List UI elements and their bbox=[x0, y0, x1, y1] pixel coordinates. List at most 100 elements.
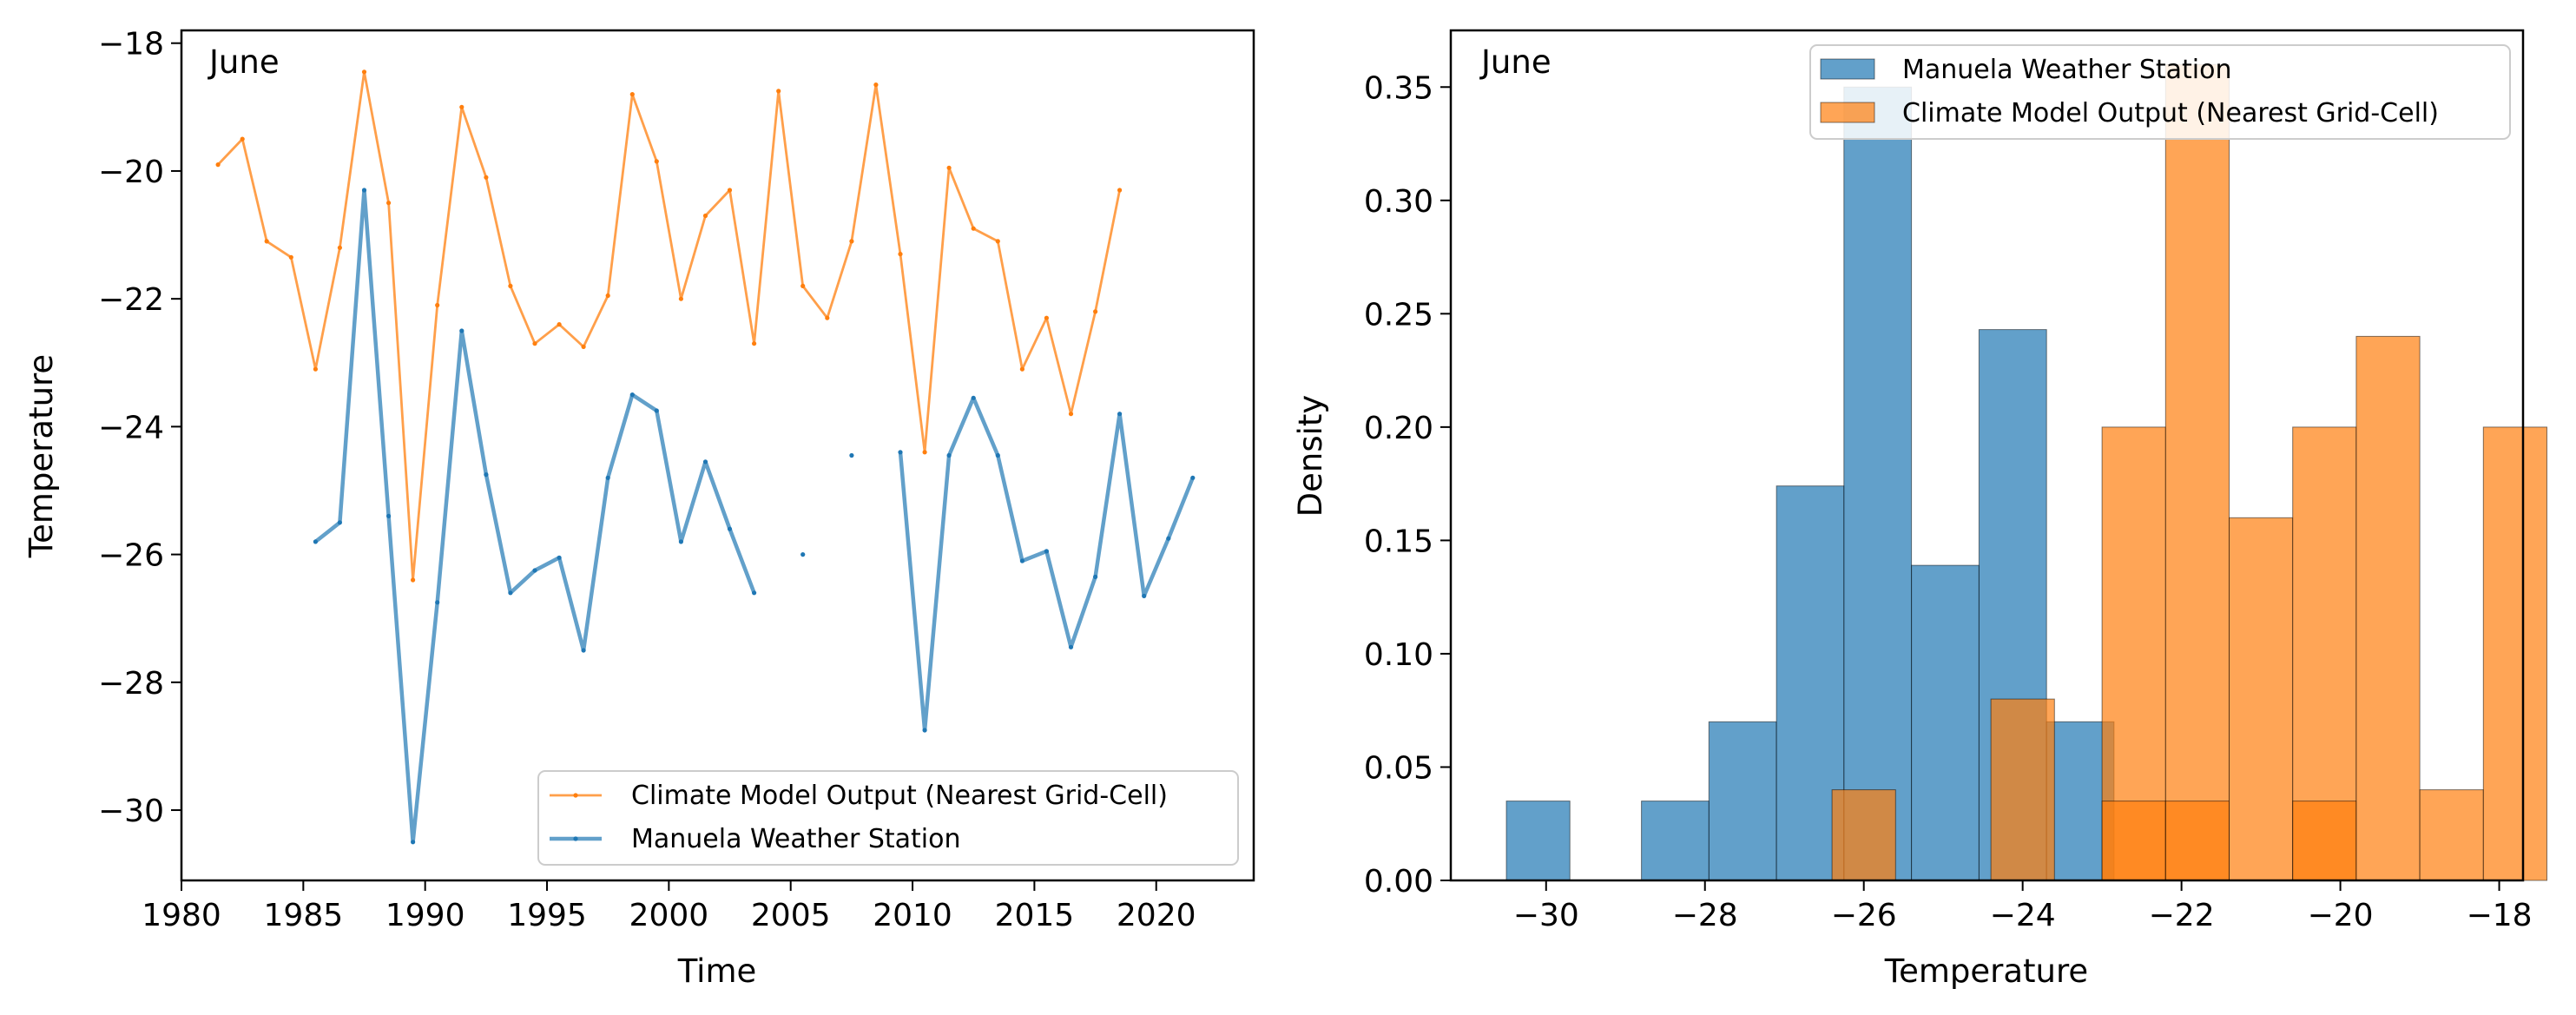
legend-model-label: Climate Model Output (Nearest Grid-Cell) bbox=[631, 781, 1168, 811]
station-data-point bbox=[386, 513, 392, 519]
model-data-point bbox=[654, 159, 659, 164]
model-data-point bbox=[825, 315, 830, 320]
station-histogram-bar bbox=[1641, 801, 1710, 881]
right-y-tick-label: 0.30 bbox=[1364, 184, 1433, 220]
station-data-point bbox=[361, 188, 367, 193]
right-y-tick-label: 0.25 bbox=[1364, 297, 1433, 333]
model-data-point bbox=[1019, 366, 1024, 372]
station-data-point bbox=[435, 600, 440, 605]
right-y-tick-label: 0.10 bbox=[1364, 637, 1433, 673]
right-y-ticks: 0.00 0.05 0.10 0.15 0.20 0.25 0.30 0.35 bbox=[1364, 70, 1451, 900]
station-data-point bbox=[995, 452, 1000, 458]
left-x-tick-label: 1990 bbox=[385, 898, 465, 933]
station-data-point bbox=[629, 392, 635, 398]
legend-model-patch bbox=[1820, 102, 1875, 123]
left-x-tick-label: 1995 bbox=[507, 898, 587, 933]
left-y-tick-label: −18 bbox=[98, 27, 164, 63]
right-y-tick-label: 0.20 bbox=[1364, 411, 1433, 446]
model-data-point bbox=[605, 293, 610, 299]
station-data-point bbox=[1190, 475, 1196, 480]
legend-station-patch bbox=[1820, 58, 1875, 80]
left-x-tick-label: 2020 bbox=[1117, 898, 1196, 933]
right-x-ticks: −30 −28 −26 −24 −22 −20 −18 bbox=[1513, 880, 2533, 933]
station-data-point bbox=[508, 590, 513, 596]
station-data-point bbox=[1117, 412, 1123, 417]
right-legend: Manuela Weather Station Climate Model Ou… bbox=[1809, 44, 2511, 140]
station-data-point bbox=[557, 555, 562, 560]
station-data-point bbox=[1093, 574, 1098, 580]
model-data-point bbox=[629, 92, 635, 97]
model-data-point bbox=[1093, 309, 1098, 314]
right-x-tick-label: −30 bbox=[1513, 898, 1579, 933]
model-data-point bbox=[873, 82, 879, 88]
model-data-point bbox=[1117, 188, 1123, 193]
right-y-tick-label: 0.15 bbox=[1364, 524, 1433, 559]
legend-station-label: Manuela Weather Station bbox=[631, 824, 961, 854]
model-data-point bbox=[215, 162, 221, 168]
model-data-point bbox=[1044, 315, 1049, 320]
model-data-point bbox=[752, 341, 757, 346]
station-data-point bbox=[800, 552, 806, 557]
left-x-ticks: 1980 1985 1990 1995 2000 2005 2010 2015 2020 bbox=[142, 880, 1196, 933]
station-data-point bbox=[459, 328, 464, 333]
left-x-tick-label: 2015 bbox=[995, 898, 1075, 933]
left-x-tick-label: 2000 bbox=[629, 898, 709, 933]
station-data-point bbox=[1068, 644, 1074, 649]
left-x-tick-label: 2005 bbox=[751, 898, 831, 933]
legend-model-hist-label: Climate Model Output (Nearest Grid-Cell) bbox=[1902, 98, 2439, 129]
station-data-point bbox=[654, 408, 659, 413]
model-histogram-bar bbox=[1831, 789, 1896, 881]
station-data-point bbox=[922, 728, 927, 733]
station-data-point bbox=[1044, 549, 1049, 554]
station-histogram-bar bbox=[1505, 801, 1571, 881]
right-legend-box bbox=[1809, 44, 2511, 140]
legend-station-marker bbox=[573, 836, 578, 841]
station-data-point bbox=[337, 520, 342, 525]
left-y-tick-label: −22 bbox=[98, 282, 164, 318]
right-x-tick-label: −28 bbox=[1672, 898, 1738, 933]
station-data-point bbox=[727, 526, 733, 531]
model-histogram-bar bbox=[2355, 335, 2421, 881]
model-histogram-bar bbox=[2164, 63, 2230, 881]
station-data-point bbox=[1142, 593, 1147, 599]
right-x-axis-label: Temperature bbox=[1884, 952, 2088, 990]
model-histogram-bar bbox=[2482, 426, 2548, 881]
left-legend-box bbox=[537, 770, 1239, 866]
right-y-tick-label: 0.35 bbox=[1364, 70, 1433, 106]
model-data-point bbox=[313, 366, 318, 372]
left-panel: 1980 1985 1990 1995 2000 2005 2010 2015 2020 −30… bbox=[23, 27, 1255, 990]
right-x-tick-label: −22 bbox=[2149, 898, 2215, 933]
right-y-axis-label: Density bbox=[1292, 395, 1329, 517]
model-histogram-bar bbox=[2101, 801, 2166, 881]
legend-station-hist-label: Manuela Weather Station bbox=[1902, 55, 2232, 85]
left-axes-frame bbox=[180, 29, 1255, 882]
station-data-point bbox=[1166, 536, 1171, 541]
right-y-tick-label: 0.05 bbox=[1364, 750, 1433, 786]
right-plot-area bbox=[1505, 63, 2548, 881]
left-y-tick-label: −26 bbox=[98, 538, 164, 574]
model-data-point bbox=[484, 175, 489, 180]
model-data-point bbox=[800, 283, 806, 288]
right-x-tick-label: −26 bbox=[1831, 898, 1897, 933]
station-data-point bbox=[971, 395, 976, 400]
model-data-point bbox=[995, 239, 1000, 244]
model-data-point bbox=[946, 165, 952, 170]
model-data-point bbox=[508, 283, 513, 288]
station-data-point bbox=[1019, 558, 1024, 564]
left-x-tick-label: 1985 bbox=[264, 898, 344, 933]
model-histogram-bar bbox=[2292, 801, 2357, 881]
model-data-point bbox=[898, 252, 903, 257]
model-histogram-bar bbox=[2419, 789, 2484, 881]
station-data-point bbox=[411, 840, 416, 845]
station-data-point bbox=[484, 472, 489, 478]
model-histogram-bar bbox=[2164, 801, 2230, 881]
model-data-point bbox=[971, 226, 976, 231]
model-data-point bbox=[337, 245, 342, 250]
station-data-point bbox=[605, 475, 610, 480]
station-data-point bbox=[313, 539, 318, 544]
right-x-tick-label: −20 bbox=[2308, 898, 2374, 933]
station-data-point bbox=[946, 452, 952, 458]
model-data-point bbox=[922, 450, 927, 455]
left-y-axis-label: Temperature bbox=[23, 354, 60, 558]
model-histogram-bar bbox=[2229, 517, 2294, 881]
